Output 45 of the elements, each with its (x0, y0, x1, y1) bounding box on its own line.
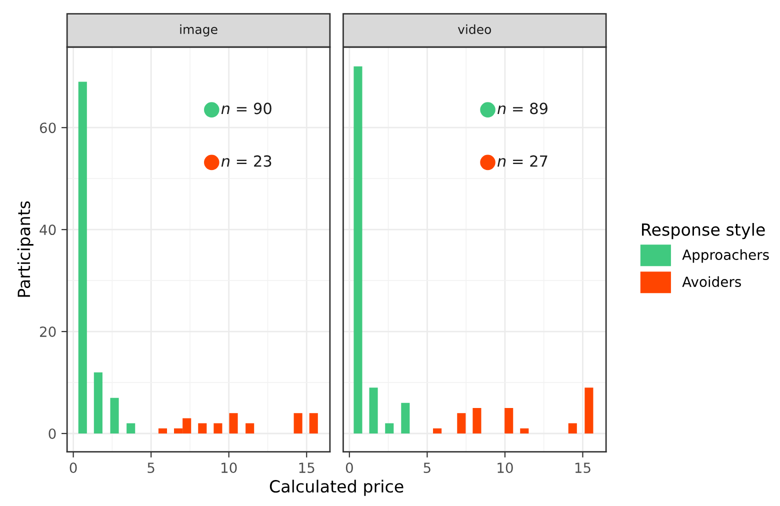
bar (94, 372, 102, 434)
y-tick-label: 40 (40, 224, 56, 236)
chart-title: video (458, 24, 492, 34)
bar (472, 408, 482, 434)
annotation: n = 89 (498, 102, 548, 114)
x-tick-label: 0 (70, 462, 77, 474)
legend-title: Response style (642, 222, 765, 240)
x-tick-label: 15 (299, 462, 314, 474)
bar (198, 423, 207, 434)
bar (369, 388, 378, 434)
legend-label: Approachers (682, 249, 769, 263)
y-tick-label: 20 (40, 326, 56, 338)
bar (294, 413, 302, 434)
bar (78, 82, 87, 434)
bar (520, 428, 529, 434)
y-axis-title: Participants (17, 201, 34, 297)
bar (433, 428, 442, 434)
bar (126, 423, 136, 434)
x-tick-label: 5 (148, 462, 154, 474)
bar (457, 413, 466, 434)
legend-label: Avoiders (682, 276, 741, 288)
bar (504, 408, 514, 434)
bar (354, 66, 362, 434)
annotation: n = 23 (221, 155, 272, 167)
annotation: n = 90 (221, 102, 272, 114)
bar (568, 423, 577, 434)
x-tick-label: 5 (424, 462, 430, 474)
x-tick-label: 0 (346, 462, 353, 474)
bar (584, 388, 594, 434)
bar (158, 428, 168, 434)
x-tick-label: 10 (222, 462, 237, 474)
annotation: n = 27 (498, 155, 548, 167)
y-tick-label: 60 (40, 122, 56, 134)
chart-title: image (180, 24, 218, 37)
bar (229, 413, 238, 434)
x-axis-title: Calculated price (270, 480, 404, 496)
y-tick-label: 0 (48, 428, 56, 439)
bar (401, 402, 410, 434)
x-tick-label: 10 (498, 462, 513, 474)
bar (385, 423, 394, 434)
bar (110, 398, 119, 434)
bar (309, 413, 318, 434)
bar (214, 423, 222, 434)
x-tick-label: 15 (575, 462, 590, 474)
bar (246, 423, 254, 434)
